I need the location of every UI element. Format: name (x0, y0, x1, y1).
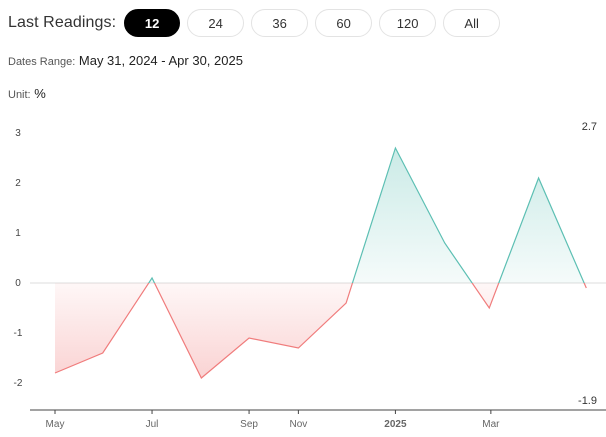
y-tick-label: 2 (15, 178, 21, 189)
unit-label: Unit: (8, 89, 31, 101)
x-tick-label: Sep (240, 419, 258, 430)
y-tick-label: -2 (14, 378, 23, 389)
x-tick-label: Jul (146, 419, 159, 430)
y-tick-label: 3 (15, 128, 21, 139)
unit: Unit: % (8, 86, 46, 101)
range-button-24[interactable]: 24 (187, 9, 245, 37)
negative-area (55, 283, 587, 378)
max-value-label: 2.7 (582, 121, 597, 133)
x-tick-label: 2025 (384, 419, 407, 430)
last-readings-label: Last Readings: (8, 14, 117, 31)
dates-range-value: May 31, 2024 - Apr 30, 2025 (78, 53, 243, 68)
positive-area (55, 148, 587, 283)
x-tick-label: Mar (482, 419, 500, 430)
range-button-120[interactable]: 120 (379, 9, 437, 37)
y-tick-label: 0 (15, 278, 21, 289)
x-tick-label: Nov (289, 419, 307, 430)
last-readings-bar: Last Readings: 12 24 36 60 120 All (8, 9, 507, 37)
range-button-36[interactable]: 36 (251, 9, 309, 37)
series-line-positive (148, 146, 585, 283)
range-button-60[interactable]: 60 (315, 9, 373, 37)
x-tick-label: May (46, 419, 65, 430)
range-button-all[interactable]: All (443, 9, 501, 37)
unit-value: % (34, 86, 46, 101)
y-tick-label: -1 (14, 328, 23, 339)
range-button-12[interactable]: 12 (124, 9, 181, 37)
dates-range: Dates Range: May 31, 2024 - Apr 30, 2025 (8, 53, 243, 68)
dates-range-label: Dates Range: (8, 56, 76, 68)
y-tick-label: 1 (15, 228, 21, 239)
min-value-label: -1.9 (578, 395, 597, 407)
series-line-negative (54, 283, 587, 379)
